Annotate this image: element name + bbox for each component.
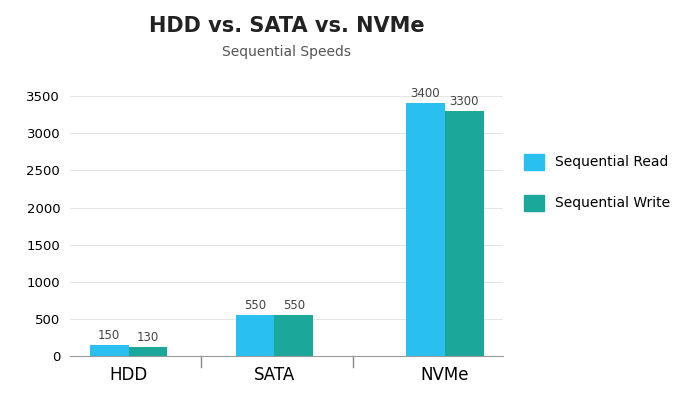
Legend: Sequential Read, Sequential Write: Sequential Read, Sequential Write bbox=[524, 154, 670, 211]
Text: 3300: 3300 bbox=[449, 95, 479, 108]
Text: 550: 550 bbox=[283, 299, 305, 313]
Bar bbox=[275, 315, 313, 356]
Bar bbox=[89, 345, 129, 356]
Text: 550: 550 bbox=[244, 299, 266, 313]
Text: 150: 150 bbox=[98, 329, 120, 342]
Text: Sequential Speeds: Sequential Speeds bbox=[222, 45, 351, 59]
Text: 3400: 3400 bbox=[410, 87, 440, 100]
Text: HDD vs. SATA vs. NVMe: HDD vs. SATA vs. NVMe bbox=[149, 16, 424, 36]
Bar bbox=[445, 111, 484, 356]
Bar bbox=[129, 347, 168, 356]
Text: 130: 130 bbox=[137, 331, 159, 344]
Bar bbox=[236, 315, 275, 356]
Bar bbox=[405, 103, 445, 356]
